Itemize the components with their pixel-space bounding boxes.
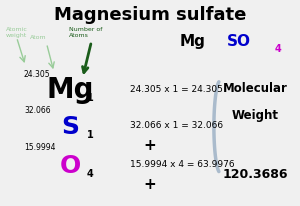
Text: S: S [61,115,80,139]
Text: 1: 1 [87,93,94,103]
Text: Atom: Atom [30,35,46,40]
Text: 4: 4 [274,44,281,54]
Text: 32.066: 32.066 [24,106,51,115]
Text: +: + [144,138,156,153]
Text: 32.066 x 1 = 32.066: 32.066 x 1 = 32.066 [130,121,224,130]
Text: SO: SO [226,34,250,49]
Text: 24.305: 24.305 [24,70,51,79]
Text: 15.9994 x 4 = 63.9976: 15.9994 x 4 = 63.9976 [130,160,235,169]
Text: Number of
Atoms: Number of Atoms [69,27,102,37]
Text: Weight: Weight [232,109,278,122]
Text: Molecular: Molecular [223,82,287,95]
Text: 120.3686: 120.3686 [222,167,288,181]
Text: 1: 1 [87,130,94,140]
Text: 4: 4 [87,169,94,179]
Text: Mg: Mg [47,76,94,104]
Text: Mg: Mg [180,34,206,49]
Text: +: + [144,177,156,192]
Text: 24.305 x 1 = 24.305: 24.305 x 1 = 24.305 [130,85,224,94]
Text: Atomic
weight: Atomic weight [6,27,28,37]
Text: O: O [60,154,81,178]
Text: Magnesium sulfate: Magnesium sulfate [54,6,246,24]
Text: 15.9994: 15.9994 [24,143,56,152]
